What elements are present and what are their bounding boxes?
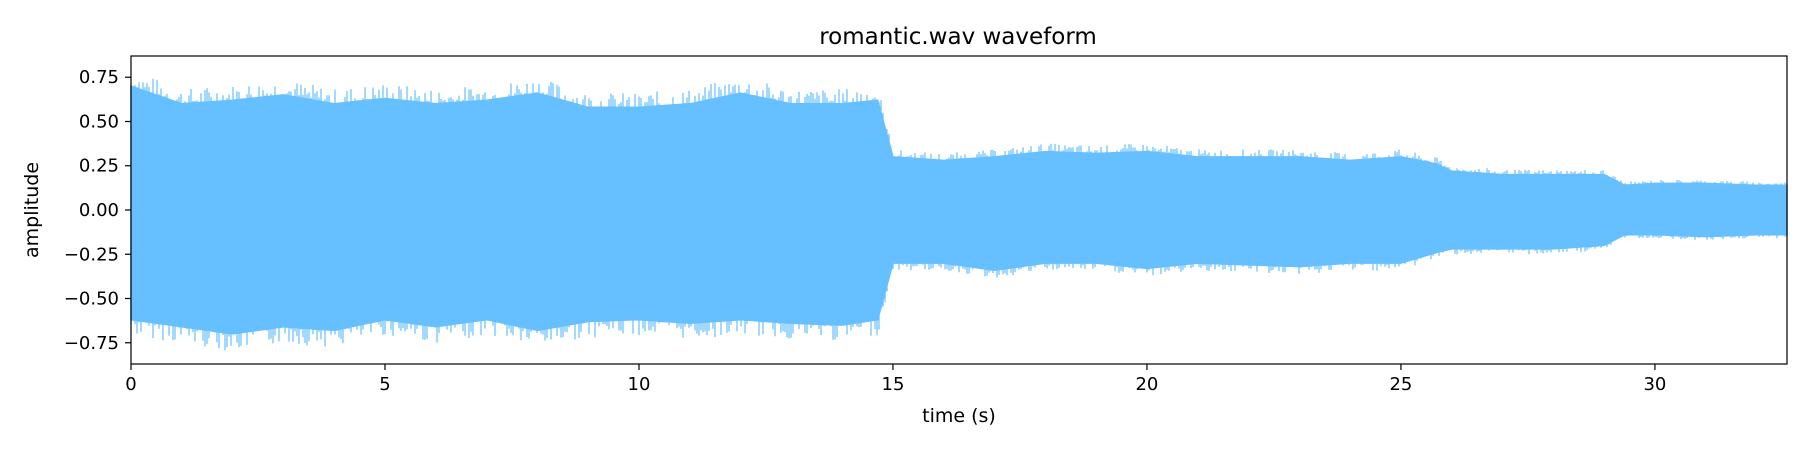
y-tick-label: 0.25: [79, 156, 119, 177]
x-tick-label: 30: [1643, 374, 1666, 395]
y-tick-label: −0.75: [64, 333, 119, 354]
waveform-trace: [130, 78, 1788, 351]
plot-area: [130, 78, 1788, 351]
y-axis-label: amplitude: [21, 162, 43, 258]
x-tick-label: 0: [125, 374, 136, 395]
y-axis: 0.75 0.50 0.25 0.00 −0.25 −0.50 −0.75: [64, 67, 131, 354]
x-tick-label: 10: [628, 374, 651, 395]
y-tick-label: 0.50: [79, 111, 119, 132]
x-tick-label: 5: [379, 374, 390, 395]
chart-title: romantic.wav waveform: [819, 24, 1097, 50]
y-tick-label: −0.50: [64, 289, 119, 310]
x-tick-label: 15: [882, 374, 905, 395]
y-tick-label: −0.25: [64, 244, 119, 265]
x-axis: 0 5 10 15 20 25 30: [125, 364, 1666, 395]
x-tick-label: 20: [1135, 374, 1158, 395]
y-tick-label: 0.00: [79, 200, 119, 221]
y-tick-label: 0.75: [79, 67, 119, 88]
x-axis-label: time (s): [922, 405, 996, 427]
x-tick-label: 25: [1389, 374, 1412, 395]
